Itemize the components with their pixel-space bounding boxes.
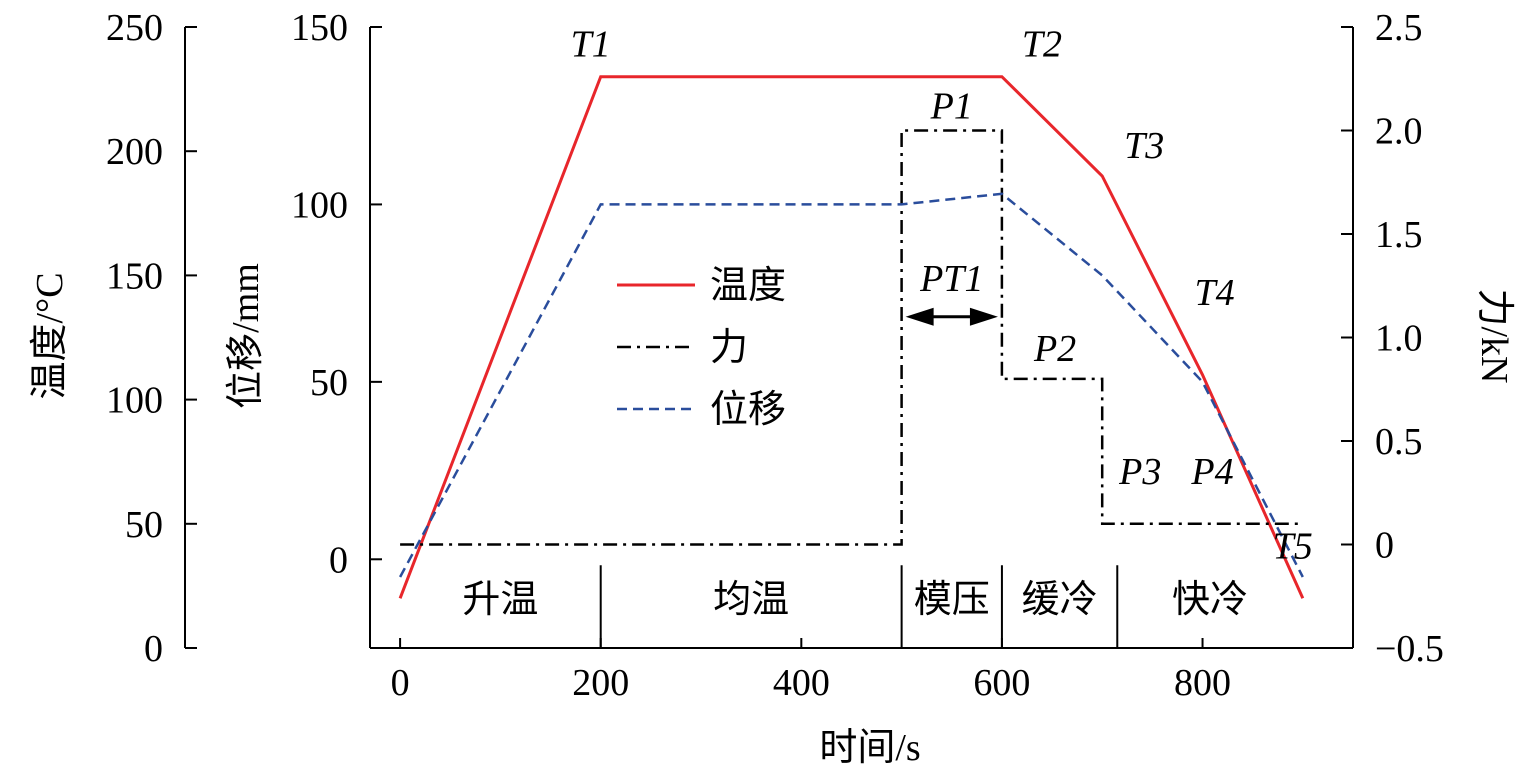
legend-label-temperature: 温度 — [710, 265, 786, 307]
force-tick-label: 1.0 — [1375, 318, 1423, 360]
displacement-axis-title: 位移/mm — [225, 263, 267, 409]
annotation-p1: P1 — [930, 86, 973, 128]
force-tick-label: 2.0 — [1375, 111, 1423, 153]
temperature-tick-label: 50 — [125, 504, 163, 546]
temperature-tick-label: 100 — [106, 380, 163, 422]
annotation-p4: P4 — [1190, 451, 1233, 493]
force-tick-label: 0.5 — [1375, 421, 1423, 463]
temperature-tick-label: 200 — [106, 131, 163, 173]
force-tick-label: 1.5 — [1375, 214, 1423, 256]
x-axis-title: 时间/s — [819, 727, 920, 769]
phase-label: 升温 — [462, 579, 538, 621]
annotation-layer: T1 T2 T3 T4 T5 P1 P2 P3 P4 PT1 — [571, 24, 1313, 568]
series-layer — [398, 75, 1305, 599]
annotation-t3: T3 — [1124, 125, 1164, 167]
force-tick-label: −0.5 — [1375, 628, 1444, 670]
phase-label: 快冷 — [1172, 579, 1248, 621]
x-tick-label: 600 — [973, 662, 1030, 704]
force-tick-label: 2.5 — [1375, 7, 1423, 49]
pt1-arrow-head-right — [969, 307, 998, 326]
x-tick-label: 400 — [773, 662, 830, 704]
legend-label-displacement: 位移 — [710, 389, 786, 431]
annotation-pt1: PT1 — [919, 258, 983, 300]
annotation-t1: T1 — [571, 24, 611, 66]
force-axis-title: 力/kN — [1473, 288, 1515, 383]
phase-dividers: 升温 均温 模压 缓冷 快冷 — [462, 565, 1248, 648]
displacement-tick-label: 0 — [329, 539, 348, 581]
displacement-tick-label: 50 — [310, 362, 348, 404]
annotation-t4: T4 — [1194, 272, 1234, 314]
x-tick-label: 0 — [391, 662, 410, 704]
force-tick-label: 0 — [1375, 525, 1394, 567]
phase-label: 缓冷 — [1022, 579, 1098, 621]
phase-label: 均温 — [713, 579, 789, 621]
annotation-t5: T5 — [1273, 526, 1313, 568]
series-line-displacement — [398, 192, 1304, 578]
x-tick-label: 800 — [1174, 662, 1231, 704]
displacement-tick-label: 150 — [291, 7, 348, 49]
temperature-axis-title: 温度/°C — [29, 272, 71, 399]
annotation-p3: P3 — [1118, 451, 1161, 493]
axes-layer: 0 200 400 600 800 0 50 100 150 200 250 0 50 100 150 −0.… — [106, 7, 1444, 704]
series-line-force — [400, 129, 1303, 546]
annotation-p2: P2 — [1033, 328, 1076, 370]
temperature-tick-label: 250 — [106, 7, 163, 49]
phase-label: 模压 — [914, 579, 990, 621]
pt1-arrow-head-left — [905, 307, 934, 326]
series-line-temperature — [398, 75, 1305, 599]
temperature-tick-label: 150 — [106, 255, 163, 297]
legend-label-force: 力 — [710, 327, 748, 369]
annotation-t2: T2 — [1022, 24, 1062, 66]
x-tick-label: 200 — [572, 662, 629, 704]
temperature-tick-label: 0 — [144, 628, 163, 670]
displacement-tick-label: 100 — [291, 184, 348, 226]
